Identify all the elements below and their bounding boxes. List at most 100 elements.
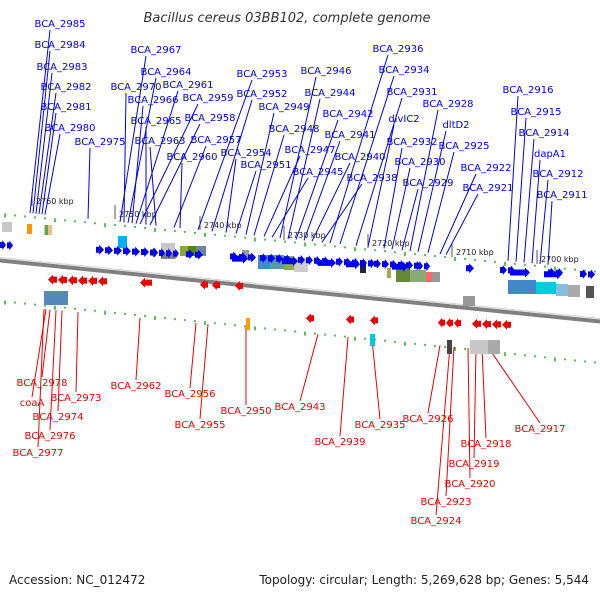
gene-arrows: [0, 240, 595, 330]
forward-gene-arrow: [500, 265, 507, 275]
genome-title: Bacillus cereus 03BB102, complete genome: [143, 11, 430, 26]
reverse-gene-arrow: [200, 279, 208, 290]
forward-leader-line: [87, 147, 91, 219]
forward-leader-line: [515, 117, 527, 262]
forward-gene-arrow: [173, 248, 179, 259]
gene-label-bca-2957: BCA_2957: [191, 135, 242, 146]
forward-leader-line: [173, 145, 207, 228]
gene-label-bca-2939: BCA_2939: [315, 437, 366, 448]
genome-backbone-highlight: [0, 256, 600, 319]
forward-gene-arrow: [417, 260, 423, 271]
genome-summary-text: Topology: circular; Length: 5,269,628 bp…: [259, 573, 589, 587]
forward-leader-line: [355, 97, 403, 246]
gene-label-bca-2914: BCA_2914: [519, 128, 570, 139]
gene-label-bca-2958: BCA_2958: [185, 113, 236, 124]
gene-label-bca-2963: BCA_2963: [135, 136, 186, 147]
gene-label-bca-2951: BCA_2951: [241, 160, 292, 171]
gene-label-bca-2911: BCA_2911: [537, 190, 588, 201]
forward-leader-line: [29, 29, 51, 214]
genome-backbone: [0, 258, 600, 324]
feature-block: [410, 270, 426, 282]
reverse-leader-line: [49, 310, 57, 431]
forward-gene-arrow: [360, 258, 367, 268]
forward-leader-line: [245, 112, 275, 235]
feature-block: [556, 284, 568, 296]
feature-block: [370, 334, 375, 346]
forward-leader-line: [383, 147, 403, 249]
forward-gene-arrow: [96, 244, 104, 255]
gene-label-bca-2932: BCA_2932: [387, 137, 438, 148]
reverse-gene-arrow: [472, 318, 481, 329]
gene-label-bca-2950: BCA_2950: [221, 406, 272, 417]
reverse-gene-arrow: [446, 317, 453, 328]
feature-block: [180, 246, 188, 256]
forward-gene-arrow: [368, 258, 375, 269]
gene-label-bca-2944: BCA_2944: [305, 88, 356, 99]
forward-gene-arrow: [195, 249, 203, 260]
forward-leader-line: [149, 146, 157, 226]
gene-label-bca-2947: BCA_2947: [285, 145, 336, 156]
reverse-leader-line: [473, 348, 477, 459]
forward-gene-arrow: [105, 245, 113, 256]
feature-block: [470, 340, 488, 354]
forward-leader-line: [197, 79, 253, 230]
forward-gene-arrow: [0, 240, 6, 250]
gene-label-bca-2964: BCA_2964: [141, 67, 192, 78]
reverse-leader-line: [427, 345, 441, 414]
gene-label-bca-2981: BCA_2981: [41, 102, 92, 113]
gene-label-bca-2952: BCA_2952: [237, 89, 288, 100]
forward-gene-arrow: [306, 255, 313, 266]
forward-gene-arrow: [132, 246, 140, 257]
gene-label-bca-2948: BCA_2948: [269, 124, 320, 135]
gene-label-bca-2945: BCA_2945: [293, 167, 344, 178]
gene-label-bca-2973: BCA_2973: [51, 393, 102, 404]
gene-label-bca-2966: BCA_2966: [128, 95, 179, 106]
gene-label-bca-2960: BCA_2960: [167, 152, 218, 163]
feature-block: [44, 291, 68, 305]
gene-label-bca-2919: BCA_2919: [449, 459, 500, 470]
forward-gene-arrow: [248, 252, 256, 263]
forward-gene-arrow: [7, 240, 13, 251]
gene-label-bca-2922: BCA_2922: [461, 163, 512, 174]
forward-leader-line: [391, 167, 411, 250]
reverse-leader-line: [75, 312, 79, 393]
reverse-gene-arrow: [482, 319, 491, 330]
forward-gene-arrow: [374, 258, 381, 269]
forward-leader-line: [225, 158, 237, 233]
gene-label-bca-2949: BCA_2949: [259, 102, 310, 113]
forward-gene-arrow: [510, 267, 530, 278]
feature-block: [536, 282, 556, 294]
forward-gene-arrow: [166, 248, 172, 259]
gene-label-bca-2977: BCA_2977: [13, 448, 64, 459]
forward-gene-arrow: [318, 257, 336, 268]
forward-leader-line: [329, 54, 389, 244]
reverse-leader-line: [339, 336, 349, 437]
gene-label-bca-2954: BCA_2954: [221, 148, 272, 159]
gene-label-bca-2915: BCA_2915: [511, 107, 562, 118]
gene-label-bca-2925: BCA_2925: [439, 141, 490, 152]
feature-block: [161, 243, 175, 253]
gene-label-bca-2940: BCA_2940: [335, 152, 386, 163]
feature-block: [508, 280, 536, 294]
forward-gene-arrow: [424, 261, 430, 272]
reverse-gene-arrow: [235, 280, 243, 291]
gene-label-bca-2984: BCA_2984: [35, 40, 86, 51]
forward-leader-line: [507, 95, 519, 261]
reverse-gene-arrow: [58, 274, 67, 285]
reverse-leader-line: [371, 339, 381, 420]
feature-block: [568, 285, 580, 297]
forward-gene-arrow: [141, 247, 149, 258]
forward-leader-line: [523, 138, 535, 263]
gene-label-bca-2959: BCA_2959: [183, 93, 234, 104]
reverse-leader-line: [199, 324, 209, 420]
feature-block: [488, 340, 500, 354]
feature-block: [27, 224, 32, 234]
forward-leader-line: [439, 173, 477, 255]
gene-label-bca-2921: BCA_2921: [463, 183, 514, 194]
forward-leader-line: [32, 50, 51, 214]
reverse-gene-arrow: [48, 274, 57, 285]
gene-label-bca-2975: BCA_2975: [75, 137, 126, 148]
reverse-gene-arrow: [78, 275, 87, 286]
gene-label-bca-2983: BCA_2983: [37, 62, 88, 73]
gene-label-bca-2956: BCA_2956: [165, 389, 216, 400]
